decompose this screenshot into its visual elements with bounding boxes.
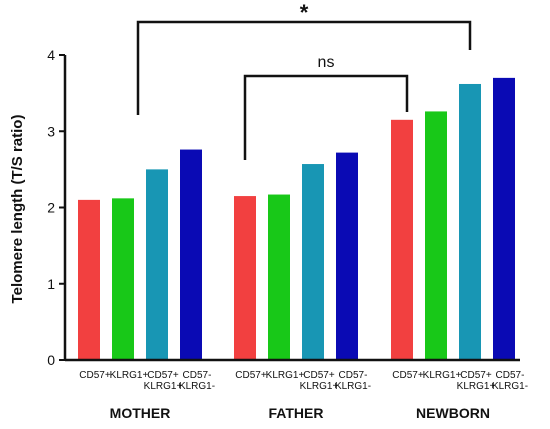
bar-mother-0 — [78, 199, 100, 360]
category-labels: CD57+KLRG1+CD57+KLRG1+CD57-KLRG1-MOTHERC… — [79, 370, 528, 421]
category-label: CD57+ — [79, 370, 111, 381]
bar-newborn-0 — [391, 119, 413, 360]
category-label: CD57+ — [147, 370, 179, 381]
category-label: CD57+ — [303, 370, 335, 381]
y-tick-label: 1 — [47, 276, 55, 292]
bar-mother-1 — [112, 198, 134, 360]
bar-newborn-3 — [493, 77, 515, 360]
category-label: KLRG1+ — [457, 381, 496, 392]
category-label: CD57+ — [460, 370, 492, 381]
y-axis: 0 1 2 3 4 — [47, 47, 520, 368]
y-tick-label: 3 — [47, 123, 55, 139]
bar-father-1 — [268, 194, 290, 360]
category-label: CD57- — [496, 370, 525, 381]
category-label: KLRG1- — [492, 381, 528, 392]
category-label: KLRG1- — [179, 381, 215, 392]
bar-father-3 — [336, 152, 358, 360]
category-label: KLRG1+ — [144, 381, 183, 392]
category-label: KLRG1- — [335, 381, 371, 392]
group-label-mother: MOTHER — [110, 405, 171, 421]
bar-father-2 — [302, 164, 324, 360]
bar-father-0 — [234, 196, 256, 360]
y-tick-label: 2 — [47, 200, 55, 216]
star-bracket-line — [136, 20, 472, 115]
y-tick-label: 0 — [47, 352, 55, 368]
bar-newborn-2 — [459, 83, 481, 360]
significance-star: * — [300, 0, 309, 25]
category-label: KLRG1+ — [300, 381, 339, 392]
ns-bracket-line — [243, 74, 409, 160]
bar-newborn-1 — [425, 111, 447, 360]
group-label-father: FATHER — [269, 405, 324, 421]
category-label: KLRG1+ — [110, 370, 149, 381]
significance-brackets: * ns — [136, 0, 472, 160]
group-label-newborn: NEWBORN — [416, 405, 490, 421]
category-label: CD57- — [183, 370, 212, 381]
category-label: CD57+ — [392, 370, 424, 381]
ns-label: ns — [318, 54, 335, 71]
bar-mother-2 — [146, 169, 168, 360]
category-label: KLRG1+ — [266, 370, 305, 381]
bars-layer — [78, 77, 515, 360]
bar-mother-3 — [180, 149, 202, 360]
category-label: CD57+ — [235, 370, 267, 381]
category-label: CD57- — [339, 370, 368, 381]
y-tick-label: 4 — [47, 47, 55, 63]
y-axis-label: Telomere length (T/S ratio) — [9, 115, 26, 304]
category-label: KLRG1+ — [423, 370, 462, 381]
